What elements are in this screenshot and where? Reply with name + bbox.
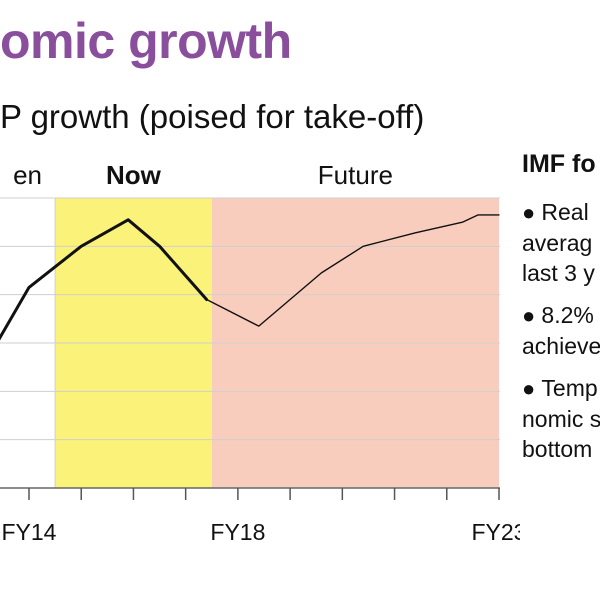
imf-forecast-item-text: Real — [541, 199, 589, 225]
x-tick-label: FY18 — [210, 519, 265, 545]
imf-forecast-panel: IMF fo ● Real averag last 3 y ● 8.2% achieve… — [522, 150, 600, 476]
data-lines — [0, 214, 500, 341]
imf-forecast-item-line: ● Temp — [522, 373, 600, 404]
imf-forecast-title: IMF fo — [522, 150, 596, 178]
imf-forecast-item-line: ● 8.2% — [522, 300, 600, 331]
bullet-icon: ● — [522, 303, 542, 328]
imf-forecast-item: ● Temp nomic s bottom — [522, 373, 600, 464]
imf-forecast-item-text: 8.2% — [541, 302, 594, 328]
imf-forecast-item: ● 8.2% achieve — [522, 300, 600, 361]
gridlines — [0, 197, 500, 488]
x-tick-label: FY23 — [472, 519, 520, 545]
bullet-icon: ● — [522, 376, 542, 401]
bullet-icon: ● — [522, 200, 542, 225]
gdp-growth-line-actual — [0, 218, 209, 341]
imf-forecast-item-line: nomic s — [522, 406, 600, 432]
imf-forecast-item-text: Temp — [541, 375, 598, 401]
imf-forecast-item: ● Real averag last 3 y — [522, 197, 600, 288]
imf-forecast-item-line: bottom — [522, 436, 593, 462]
period-labels: en Now Future — [13, 160, 393, 190]
chart-subtitle: P growth (poised for take-off) — [0, 98, 425, 135]
imf-forecast-item-line: last 3 y — [522, 260, 595, 286]
gdp-growth-line-forecast — [205, 214, 500, 327]
imf-forecast-list: ● Real averag last 3 y ● 8.2% achieve ● Temp n… — [522, 197, 600, 464]
imf-forecast-item-line: ● Real — [522, 197, 600, 228]
x-axis: FY14 FY18 FY23 — [0, 487, 520, 545]
imf-forecast-item-line: averag — [522, 230, 593, 256]
period-label: Future — [318, 160, 393, 190]
chart-headline: omic growth — [0, 13, 292, 69]
gdp-growth-chart: en Now Future FY14 FY18 FY23 — [0, 160, 520, 545]
x-tick-label: FY14 — [2, 519, 57, 545]
period-label: Now — [106, 160, 162, 190]
period-label: en — [13, 160, 42, 190]
imf-forecast-item-line: achieve — [522, 333, 600, 359]
